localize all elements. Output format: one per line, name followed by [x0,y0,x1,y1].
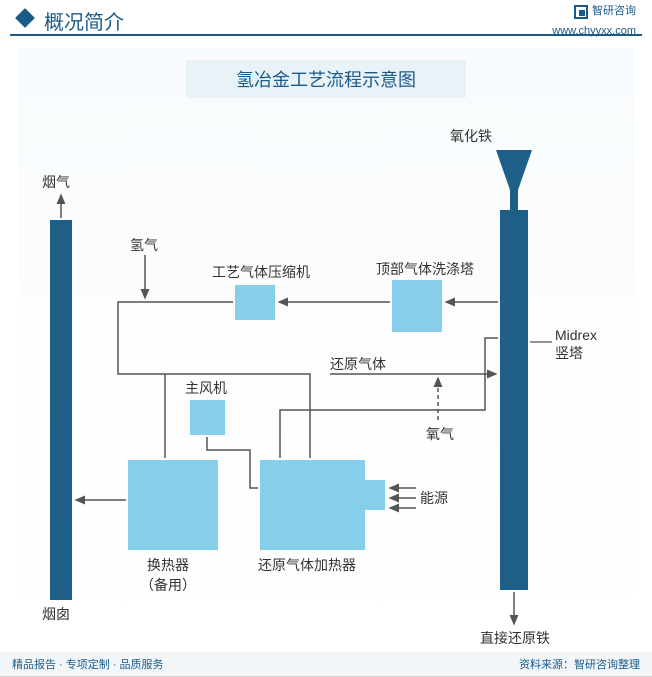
funnel-top [496,150,532,190]
label-iron-oxide: 氧化铁 [450,126,492,146]
footer-right: 资料来源：智研咨询整理 [519,656,640,672]
exchanger-node [128,460,218,550]
heater-node [260,460,365,550]
funnel-stem [510,188,518,210]
fan-node [190,400,225,435]
label-shaft: Midrex 竖塔 [555,326,597,362]
scrubber-node [392,280,442,332]
label-heater: 还原气体加热器 [258,555,356,575]
label-hydrogen: 氢气 [130,235,158,255]
chimney-node [50,220,72,600]
label-dri: 直接还原铁 [480,628,550,648]
footer-left: 精品报告 · 专项定制 · 品质服务 [12,656,164,672]
label-exchanger: 换热器 （备用） [140,555,196,595]
label-chimney: 烟囱 [42,604,70,624]
compressor-node [235,285,275,320]
label-energy: 能源 [420,488,448,508]
label-flue-gas: 烟气 [42,172,70,192]
label-fan: 主风机 [185,378,227,398]
label-oxygen: 氧气 [426,424,454,444]
edge-shaft-heater-loop [280,338,498,458]
label-scrubber: 顶部气体洗涤塔 [376,259,474,279]
label-compressor: 工艺气体压缩机 [212,262,310,282]
heater-ext-node [365,480,385,510]
shaft-furnace-node [500,210,528,590]
label-reduce-gas: 还原气体 [330,354,386,374]
footer-bar: 精品报告 · 专项定制 · 品质服务 资料来源：智研咨询整理 [0,652,652,676]
